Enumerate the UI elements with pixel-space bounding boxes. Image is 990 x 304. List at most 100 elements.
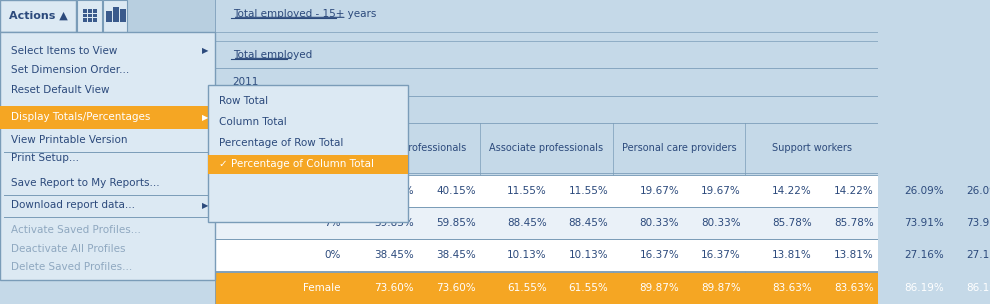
Bar: [88, 9, 92, 13]
Text: Activate Saved Profiles...: Activate Saved Profiles...: [11, 225, 141, 235]
Text: Support workers: Support workers: [771, 143, 851, 153]
Bar: [215, 96, 878, 123]
Text: 86.19%: 86.19%: [905, 283, 944, 293]
Text: ▶: ▶: [202, 113, 208, 122]
Text: Select Items to View: Select Items to View: [11, 46, 117, 56]
Text: 7%: 7%: [324, 218, 341, 228]
Text: Health and social care industry: Health and social care industry: [233, 105, 395, 114]
Bar: [93, 18, 97, 22]
Bar: [215, 175, 878, 207]
Bar: [208, 155, 408, 174]
Text: 73.91%: 73.91%: [966, 218, 990, 228]
Text: 73.60%: 73.60%: [437, 283, 476, 293]
Bar: [215, 123, 878, 173]
Text: Reset Default View: Reset Default View: [11, 85, 109, 95]
Text: Download report data...: Download report data...: [11, 200, 135, 210]
Text: 11.55%: 11.55%: [568, 186, 609, 196]
Text: 83.63%: 83.63%: [834, 283, 873, 293]
Text: 86.19%: 86.19%: [966, 283, 990, 293]
Text: Delete Saved Profiles...: Delete Saved Profiles...: [11, 262, 132, 272]
Text: 27.16%: 27.16%: [905, 250, 944, 260]
Text: Save Report to My Reports...: Save Report to My Reports...: [11, 178, 159, 188]
Text: 85.78%: 85.78%: [834, 218, 873, 228]
Bar: [106, 12, 112, 22]
Text: 61.55%: 61.55%: [568, 283, 609, 293]
Bar: [215, 0, 878, 32]
Text: ▶: ▶: [202, 201, 208, 210]
Bar: [215, 68, 878, 96]
Text: ▶: ▶: [202, 46, 208, 55]
Text: 40.15%: 40.15%: [374, 186, 414, 196]
Text: 19.67%: 19.67%: [640, 186, 679, 196]
Text: 26.09%: 26.09%: [905, 186, 944, 196]
Bar: [0, 32, 215, 280]
Text: Print Setup...: Print Setup...: [11, 153, 78, 163]
Text: Percentage of Row Total: Percentage of Row Total: [219, 138, 343, 148]
Text: 89.87%: 89.87%: [640, 283, 679, 293]
Bar: [82, 9, 87, 13]
Text: 16.37%: 16.37%: [640, 250, 679, 260]
Bar: [93, 14, 97, 18]
Bar: [215, 0, 878, 304]
Bar: [215, 272, 878, 304]
Bar: [93, 9, 97, 13]
Text: Nursing professionals: Nursing professionals: [361, 143, 466, 153]
Bar: [208, 85, 408, 222]
Text: 61.55%: 61.55%: [507, 283, 546, 293]
Bar: [215, 125, 878, 173]
Bar: [215, 207, 878, 239]
Text: Row Total: Row Total: [219, 96, 267, 106]
Text: 2011: 2011: [233, 77, 259, 87]
Text: 80.33%: 80.33%: [640, 218, 679, 228]
Text: 88.45%: 88.45%: [507, 218, 546, 228]
Text: 88.45%: 88.45%: [568, 218, 609, 228]
Bar: [82, 18, 87, 22]
Text: 14.22%: 14.22%: [834, 186, 873, 196]
Bar: [88, 18, 92, 22]
Text: 73.91%: 73.91%: [905, 218, 944, 228]
Text: 14.22%: 14.22%: [772, 186, 812, 196]
Text: 80.33%: 80.33%: [701, 218, 742, 228]
Text: 40.15%: 40.15%: [437, 186, 476, 196]
Text: 3%: 3%: [324, 186, 341, 196]
Bar: [82, 14, 87, 18]
Bar: [113, 7, 119, 22]
Text: Female: Female: [303, 283, 341, 293]
Text: Personal care providers: Personal care providers: [622, 143, 737, 153]
Text: 26.09%: 26.09%: [966, 186, 990, 196]
Text: 38.45%: 38.45%: [437, 250, 476, 260]
Bar: [0, 0, 76, 32]
Bar: [103, 0, 128, 32]
Text: View Printable Version: View Printable Version: [11, 135, 127, 145]
Text: Actions ▲: Actions ▲: [9, 11, 67, 21]
Text: 19.67%: 19.67%: [701, 186, 742, 196]
Text: Associate professionals: Associate professionals: [489, 143, 604, 153]
Text: 11.55%: 11.55%: [507, 186, 546, 196]
Bar: [0, 106, 215, 129]
Text: 73.60%: 73.60%: [374, 283, 414, 293]
Text: ✓ Percentage of Column Total: ✓ Percentage of Column Total: [219, 160, 373, 169]
Bar: [77, 0, 102, 32]
Text: 83.63%: 83.63%: [772, 283, 812, 293]
Text: 27.16%: 27.16%: [966, 250, 990, 260]
Text: Set Dimension Order...: Set Dimension Order...: [11, 65, 129, 75]
Text: Total employed: Total employed: [233, 50, 312, 60]
Text: 59.85%: 59.85%: [437, 218, 476, 228]
Text: 0%: 0%: [325, 250, 341, 260]
Text: Display Totals/Percentages: Display Totals/Percentages: [11, 112, 149, 123]
Text: Deactivate All Profiles: Deactivate All Profiles: [11, 244, 125, 254]
Text: 38.45%: 38.45%: [374, 250, 414, 260]
Text: Column Total: Column Total: [219, 117, 286, 127]
Text: Total employed - 15+ years: Total employed - 15+ years: [233, 9, 376, 19]
Bar: [215, 239, 878, 271]
Bar: [0, 0, 878, 32]
Text: 16.37%: 16.37%: [701, 250, 742, 260]
Bar: [88, 14, 92, 18]
Text: 10.13%: 10.13%: [507, 250, 546, 260]
Bar: [215, 41, 878, 68]
Text: 13.81%: 13.81%: [834, 250, 873, 260]
Text: 13.81%: 13.81%: [772, 250, 812, 260]
Bar: [120, 9, 126, 22]
Text: 85.78%: 85.78%: [772, 218, 812, 228]
Text: 10.13%: 10.13%: [569, 250, 609, 260]
